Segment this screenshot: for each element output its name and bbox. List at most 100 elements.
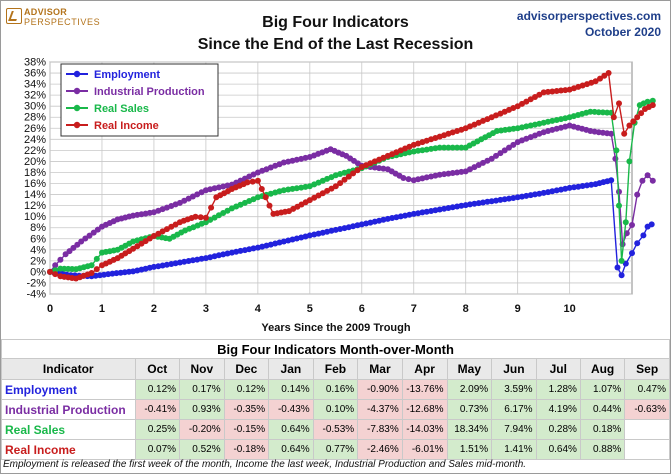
y-tick-label: 38% [24,57,46,69]
series-point-2 [293,185,300,192]
column-header: Jul [535,358,581,380]
column-header: Nov [179,358,225,380]
series-point-3 [332,183,339,190]
table-cell: -0.18% [223,439,270,460]
table-cell: 0.93% [179,399,225,420]
table-cell: -13.76% [401,379,448,400]
table-cell: 0.47% [624,379,670,400]
series-point-2 [616,202,622,209]
series-point-3 [202,214,209,221]
y-tick-label: 32% [24,90,46,102]
series-point-2 [626,158,633,165]
y-tick-label: 20% [24,156,46,168]
table-cell: 0.18% [579,419,626,440]
month-over-month-table: Big Four Indicators Month-over-Month Indi… [1,339,670,460]
x-tick-label: 3 [203,303,209,315]
table-cell: -0.20% [179,419,225,440]
table-cell: 2.09% [446,379,493,400]
site-url: advisorperspectives.com [516,9,661,23]
series-point-3 [634,114,641,121]
y-tick-label: 4% [30,244,46,256]
series-point-2 [618,257,625,264]
series-point-3 [150,233,157,239]
series-point-2 [436,144,443,151]
legend-swatch-dot [73,121,81,129]
table-cell [624,419,670,440]
table-cell: 0.64% [268,419,314,440]
table-cell: 0.28% [535,419,581,440]
column-header: May [446,358,493,380]
legend-swatch-dot [73,70,81,78]
series-point-2 [449,144,456,151]
y-tick-label: -2% [26,277,46,289]
series-point-3 [626,122,633,129]
series-point-1 [649,177,656,184]
table-cell: 0.64% [535,439,581,460]
legend-label: Industrial Production [94,86,205,98]
column-header: Feb [312,358,359,380]
line-chart: -4%-2%0%2%4%6%8%10%12%14%16%18%20%22%24%… [24,57,656,334]
series-point-2 [458,144,465,151]
x-tick-label: 2 [151,303,157,315]
y-tick-label: 24% [24,134,46,146]
series-point-3 [549,88,556,95]
y-tick-label: 6% [30,233,46,245]
series-point-3 [610,114,617,121]
logo-text-line2: PERSPECTIVES [24,17,101,27]
x-tick-label: 9 [515,303,521,315]
chart-title-line2: Since the End of the Last Recession [197,36,474,53]
table-cell: 0.64% [268,439,314,460]
indicator-name: Real Sales [1,419,136,440]
series-point-3 [262,194,269,201]
series-point-3 [649,102,656,109]
series-point-1 [86,232,93,239]
series-point-0 [648,221,655,228]
table-cell: 0.12% [134,379,181,400]
series-point-0 [566,184,573,191]
logo-text-line1: ADVISOR [24,7,68,17]
y-tick-label: 12% [24,200,46,212]
y-tick-label: 14% [24,189,46,201]
series-point-0 [480,199,486,206]
series-point-3 [523,98,530,105]
table-cell: 0.14% [268,379,314,400]
table-cell: -14.03% [401,419,448,440]
series-point-3 [597,75,603,82]
report-date: October 2020 [584,25,661,39]
series-point-3 [621,130,628,137]
indicator-name: Real Income [1,439,136,460]
logo-mark-icon [6,8,22,24]
series-point-1 [405,176,412,183]
series-point-1 [634,191,641,198]
series-point-3 [616,100,622,107]
series-point-2 [224,207,231,214]
x-tick-label: 5 [307,303,313,315]
table-cell: -0.41% [134,399,181,420]
table-row: Real Sales 0.25% -0.20% -0.15% 0.64% -0.53% -7… [1,419,670,440]
table-cell: -0.15% [223,419,270,440]
series-point-1 [510,141,517,148]
legend-swatch-dot [73,104,81,112]
series-point-1 [78,238,85,245]
series-point-3 [254,177,261,184]
indicator-name: Employment [1,379,136,400]
series-point-0 [629,250,635,257]
series-point-1 [644,172,651,179]
legend-swatch-dot [73,87,81,95]
y-tick-label: 36% [24,68,46,80]
series-point-0 [467,201,473,208]
table-cell: 0.17% [179,379,225,400]
series-point-3 [47,268,53,275]
series-point-0 [579,183,586,189]
table-row: Industrial Production -0.41% 0.93% -0.35% -0… [1,399,670,420]
advisor-perspectives-logo: ADVISOR PERSPECTIVES [6,7,106,31]
table-cell: -0.43% [268,399,314,420]
series-point-0 [640,232,647,239]
column-header: Mar [357,358,403,380]
series-point-0 [614,264,621,271]
series-point-3 [93,266,100,273]
table-cell: 0.12% [223,379,270,400]
table-cell: 0.52% [179,439,225,460]
table-cell: -6.01% [401,439,448,460]
table-cell: 1.51% [446,439,493,460]
